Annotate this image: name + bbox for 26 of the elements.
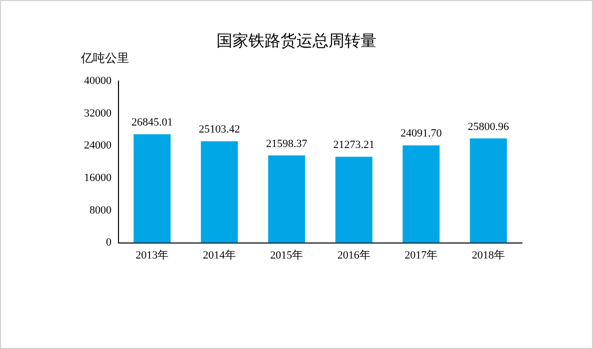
y-tick-label: 16000 [84, 172, 112, 184]
data-label: 26845.01 [132, 116, 173, 129]
x-tick-label: 2013年 [136, 249, 169, 262]
data-label: 25103.42 [198, 124, 240, 136]
bar [470, 138, 507, 243]
x-tick-label: 2018年 [472, 249, 505, 262]
y-tick-label: 40000 [84, 74, 112, 87]
bar [268, 155, 306, 243]
y-axis-title: 亿吨公里 [81, 50, 129, 67]
x-tick-label: 2016年 [337, 249, 370, 262]
y-tick-label: 0 [106, 236, 112, 249]
x-tick-label: 2015年 [270, 249, 304, 262]
x-tick-label: 2014年 [202, 249, 236, 262]
data-label: 21598.37 [266, 138, 308, 150]
data-label: 21273.21 [333, 139, 374, 152]
data-label: 24091.70 [400, 128, 442, 140]
y-tick-label: 8000 [90, 204, 112, 216]
bar [134, 134, 171, 243]
bar [335, 156, 372, 243]
y-tick-label: 24000 [84, 140, 112, 152]
bar [402, 145, 440, 243]
bar [200, 141, 238, 243]
chart-title: 国家铁路货运总周转量 [216, 31, 378, 52]
data-label: 25800.96 [468, 120, 510, 133]
y-tick-label: 32000 [84, 107, 112, 120]
x-tick-label: 2017年 [404, 249, 438, 262]
